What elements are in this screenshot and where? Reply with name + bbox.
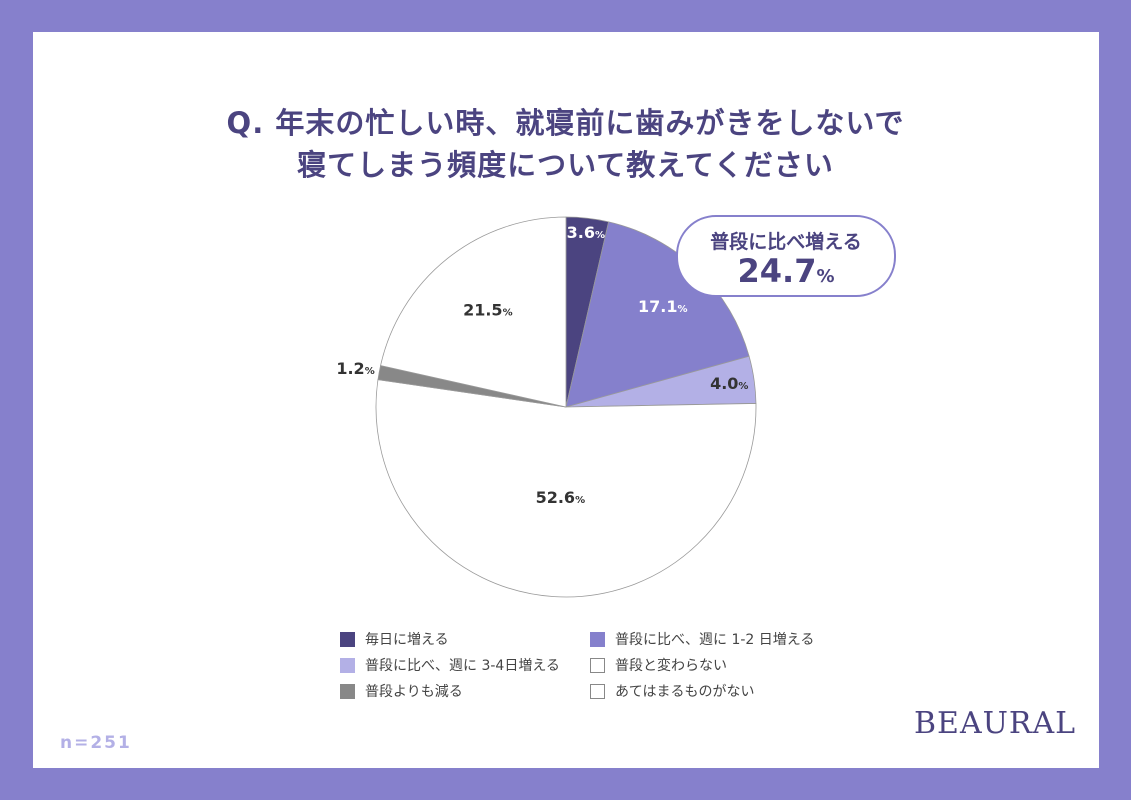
data-label: 1.2% — [336, 359, 374, 378]
legend-swatch — [590, 683, 605, 699]
data-label: 52.6% — [536, 488, 586, 507]
callout-value: 24.7% — [737, 252, 835, 290]
legend-item: 普段と変わらない — [590, 656, 840, 674]
pie-slice — [375, 379, 757, 598]
legend-swatch — [340, 631, 355, 647]
chart-title: Q. 年末の忙しい時、就寝前に歯みがきをしないで 寝てしまう頻度について教えてく… — [0, 102, 1131, 186]
data-label: 21.5% — [463, 300, 513, 319]
legend-item: 毎日に増える — [340, 630, 590, 648]
callout-label: 普段に比べ増える — [710, 231, 862, 253]
legend-item: あてはまるものがない — [590, 682, 840, 700]
legend-swatch — [590, 631, 605, 647]
callout-bubble: 普段に比べ増える 24.7% — [676, 215, 896, 297]
legend-item: 普段よりも減る — [340, 682, 590, 700]
legend-swatch — [340, 657, 355, 673]
legend-item: 普段に比べ、週に 3-4日増える — [340, 656, 590, 674]
sample-size: n=251 — [60, 733, 132, 753]
title-line-1: Q. 年末の忙しい時、就寝前に歯みがきをしないで — [226, 106, 905, 140]
brand-logo: BEAURAL — [914, 706, 1077, 741]
legend-label: 毎日に増える — [365, 632, 449, 648]
legend-label: 普段に比べ、週に 3-4日増える — [365, 658, 560, 674]
legend: 毎日に増える 普段に比べ、週に 1-2 日増える 普段に比べ、週に 3-4日増える普… — [340, 630, 840, 700]
legend-item: 普段に比べ、週に 1-2 日増える — [590, 630, 840, 648]
legend-label: 普段よりも減る — [365, 684, 463, 700]
legend-swatch — [340, 683, 355, 699]
data-label: 17.1% — [638, 297, 688, 316]
pie-slice — [380, 216, 567, 408]
title-line-2: 寝てしまう頻度について教えてください — [297, 148, 834, 182]
legend-label: 普段に比べ、週に 1-2 日増える — [615, 632, 815, 648]
legend-label: 普段と変わらない — [615, 658, 727, 674]
legend-label: あてはまるものがない — [615, 684, 755, 700]
legend-swatch — [590, 657, 605, 673]
